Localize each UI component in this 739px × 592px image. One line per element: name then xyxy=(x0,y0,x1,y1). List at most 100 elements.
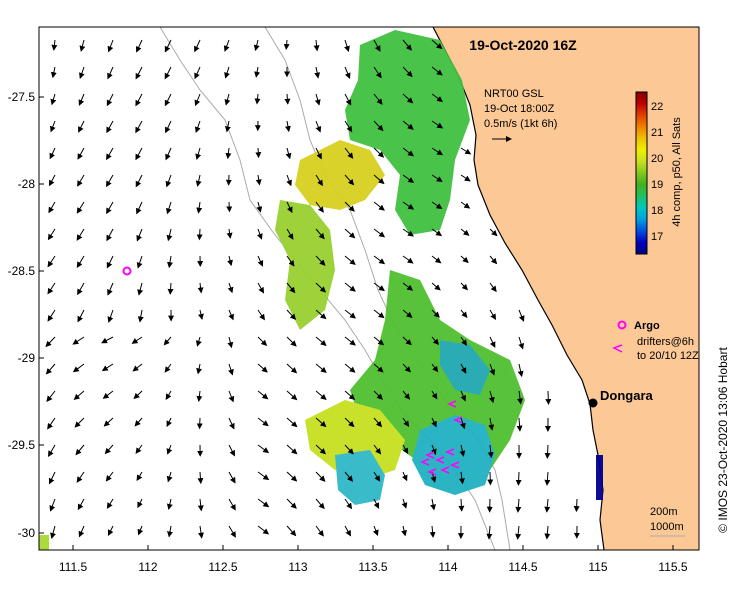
current-vector-arrow xyxy=(194,93,201,107)
current-vector-arrow xyxy=(517,363,524,378)
current-vector-arrow xyxy=(315,471,326,482)
current-vector-arrow xyxy=(228,363,234,376)
current-vector-arrow xyxy=(226,201,233,213)
current-vector-arrow xyxy=(196,363,203,375)
current-vector-arrow xyxy=(135,39,143,53)
sst-patch-south-yellow xyxy=(305,400,405,480)
colorbar-tick-20: 20 xyxy=(651,153,663,165)
current-vector-arrow xyxy=(402,417,410,428)
drifter-mark xyxy=(453,416,463,424)
current-vector-arrow xyxy=(544,471,551,486)
drifter-mark xyxy=(427,468,437,476)
y-tick-label: -30 xyxy=(18,526,36,540)
current-vector-arrow xyxy=(227,255,233,267)
current-vector-arrow xyxy=(224,120,231,133)
x-tick-label: 114.5 xyxy=(508,560,537,574)
x-tick-label: 113 xyxy=(288,560,307,574)
current-vector-arrow xyxy=(344,66,351,80)
current-vector-arrow xyxy=(225,147,232,160)
current-vector-arrow xyxy=(402,120,414,130)
current-vector-arrow xyxy=(286,336,297,347)
current-vector-arrow xyxy=(135,93,143,107)
current-vector-arrow xyxy=(132,363,143,372)
current-vector-arrow xyxy=(344,417,355,428)
current-vector-arrow xyxy=(165,390,172,400)
current-vector-arrow xyxy=(344,228,356,239)
current-vector-arrow xyxy=(460,363,467,374)
current-vector-arrow xyxy=(136,255,143,269)
current-vector-arrow xyxy=(344,201,355,212)
current-vector-arrow xyxy=(344,471,354,482)
current-vector-arrow xyxy=(133,390,143,400)
colorbar-tick-19: 19 xyxy=(651,179,663,191)
current-vector-arrow xyxy=(167,525,173,538)
current-vector-arrow xyxy=(106,93,114,107)
current-vector-arrow xyxy=(286,228,294,240)
current-vector-arrow xyxy=(257,309,265,321)
current-vector-arrow xyxy=(488,417,495,431)
current-vector-arrow xyxy=(136,228,143,242)
current-vector-arrow xyxy=(106,201,114,215)
current-vector-arrow xyxy=(489,336,496,348)
current-vector-arrow xyxy=(315,228,325,240)
current-vector-arrow xyxy=(76,471,85,483)
current-vector-arrow xyxy=(107,525,114,536)
current-vector-arrow xyxy=(228,471,236,484)
current-vector-arrow xyxy=(253,39,260,52)
colorbar-tick-17: 17 xyxy=(651,231,663,243)
current-vector-arrow xyxy=(197,471,204,485)
current-vector-arrow xyxy=(135,66,143,80)
current-vector-arrow xyxy=(257,417,269,427)
current-vector-arrow xyxy=(283,39,290,50)
current-vector-arrow xyxy=(460,336,467,346)
current-vector-arrow xyxy=(51,39,58,51)
current-vector-arrow xyxy=(373,255,386,265)
drifter-tracks xyxy=(420,400,463,476)
current-vector-arrow xyxy=(344,147,354,159)
y-tick-label: -28 xyxy=(18,177,36,191)
current-vector-arrow xyxy=(257,525,270,535)
product-name: NRT00 GSL xyxy=(484,88,544,100)
current-vector-arrow xyxy=(431,39,443,50)
current-vector-arrow xyxy=(76,228,85,241)
current-vector-arrow xyxy=(223,39,230,52)
current-vector-arrow xyxy=(431,66,443,76)
current-vector-arrow xyxy=(431,147,444,156)
current-vector-arrow xyxy=(228,525,236,538)
current-vector-arrow xyxy=(344,390,356,400)
current-vector-arrow xyxy=(49,120,56,133)
current-vector-arrow xyxy=(373,390,383,400)
current-vector-arrow xyxy=(46,390,56,402)
current-vector-arrow xyxy=(194,66,201,80)
current-vector-arrow xyxy=(517,390,523,405)
current-vector-arrow xyxy=(47,417,56,430)
current-vector-arrow xyxy=(286,201,293,214)
current-vector-arrow xyxy=(198,525,204,539)
current-vector-arrow xyxy=(373,336,385,346)
current-vector-arrow xyxy=(106,228,114,242)
current-vector-arrow xyxy=(197,309,204,320)
current-vector-arrow xyxy=(137,525,144,536)
current-vector-arrow xyxy=(167,282,174,295)
drifter-mark xyxy=(440,466,450,474)
current-vector-arrow xyxy=(165,120,172,134)
map-title: 19-Oct-2020 16Z xyxy=(469,37,577,53)
current-vector-arrow xyxy=(344,309,356,319)
current-vector-arrow xyxy=(135,147,143,161)
current-vector-arrow xyxy=(402,39,412,51)
current-vector-arrow xyxy=(75,444,85,456)
drifters-legend-line1: drifters@6h xyxy=(637,336,694,348)
current-vector-arrow xyxy=(459,444,466,457)
current-vector-arrow xyxy=(228,390,235,403)
current-vector-arrow xyxy=(45,336,56,348)
current-vector-arrow xyxy=(285,147,292,160)
current-vector-arrow xyxy=(286,363,298,374)
drifter-mark xyxy=(425,451,435,459)
vector-scale-label: 0.5m/s (1kt 6h) xyxy=(484,118,557,130)
current-vector-arrow xyxy=(315,147,322,160)
current-vector-arrow xyxy=(431,120,444,129)
current-vector-arrow xyxy=(545,390,552,405)
current-vector-arrow xyxy=(401,525,407,537)
current-vector-arrow xyxy=(431,93,444,102)
